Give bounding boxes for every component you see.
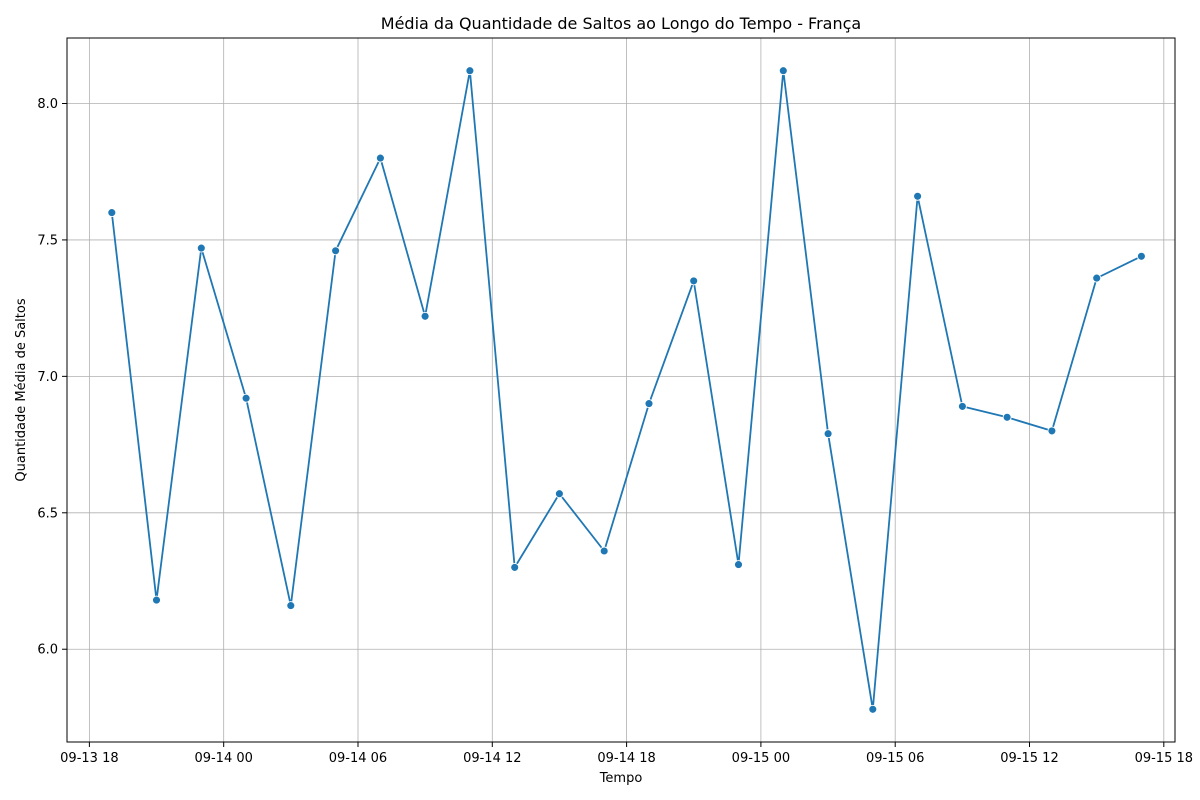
data-point: [957, 401, 967, 411]
x-tick-label: 09-13 18: [60, 751, 118, 766]
y-tick-label: 7.5: [37, 233, 58, 248]
x-tick-label: 09-15 00: [732, 751, 790, 766]
y-tick-label: 8.0: [37, 97, 58, 112]
data-point: [196, 243, 206, 253]
data-point: [1047, 426, 1057, 436]
data-point: [1002, 412, 1012, 422]
data-point: [599, 546, 609, 556]
data-point: [286, 601, 296, 611]
grid-lines: [67, 38, 1175, 742]
y-tick-label: 7.0: [37, 370, 58, 385]
data-point: [375, 153, 385, 163]
data-point: [1092, 273, 1102, 283]
x-tick-label: 09-14 12: [463, 751, 521, 766]
y-axis-label: Quantidade Média de Saltos: [14, 298, 29, 481]
data-point: [1136, 251, 1146, 261]
series-line: [110, 70, 1142, 710]
data-point: [734, 560, 743, 570]
series-layer: [107, 66, 1146, 714]
data-point: [823, 429, 833, 439]
data-point: [331, 246, 341, 256]
data-point: [465, 66, 475, 76]
data-point: [420, 311, 430, 321]
data-point: [913, 191, 923, 201]
y-tick-label: 6.0: [37, 643, 58, 658]
data-point: [510, 562, 520, 572]
x-tick-label: 09-15 06: [866, 751, 924, 766]
data-point: [107, 208, 117, 218]
data-point: [644, 399, 654, 409]
data-point: [778, 66, 788, 76]
data-point: [152, 595, 161, 605]
x-tick-label: 09-14 00: [194, 751, 252, 766]
x-tick-label: 09-14 06: [329, 751, 387, 766]
data-point: [241, 393, 251, 403]
data-point: [868, 704, 878, 714]
axis-ticks: 09-13 18 09-14 00 09-14 06 09-14 12 09-14 18…: [37, 97, 1193, 766]
x-tick-label: 09-14 18: [597, 751, 655, 766]
chart-title: Média da Quantidade de Saltos ao Longo d…: [381, 14, 861, 33]
y-tick-label: 6.5: [37, 506, 58, 521]
data-point: [689, 276, 699, 286]
x-tick-label: 09-15 18: [1135, 751, 1193, 766]
plot-frame: [66, 37, 1176, 743]
x-tick-label: 09-15 12: [1000, 751, 1058, 766]
x-axis-label: Tempo: [599, 771, 643, 786]
data-point: [554, 489, 564, 499]
